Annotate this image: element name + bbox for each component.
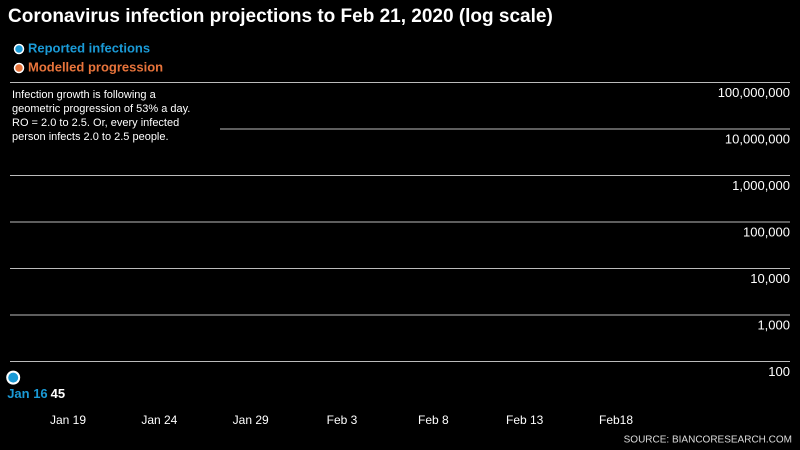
y-tick-label: 100 bbox=[768, 364, 790, 379]
y-tick-label: 100,000 bbox=[743, 224, 790, 239]
annotation: geometric progression of 53% a day. bbox=[12, 103, 190, 115]
legend-marker bbox=[13, 62, 25, 74]
legend-label: Reported infections bbox=[28, 40, 150, 55]
x-tick-label: Jan 24 bbox=[141, 413, 177, 427]
chart-title: Coronavirus infection projections to Feb… bbox=[8, 6, 553, 27]
x-tick-label: Feb 3 bbox=[327, 413, 358, 427]
x-tick-label: Feb 13 bbox=[506, 413, 544, 427]
x-tick-label: Jan 29 bbox=[233, 413, 269, 427]
point-date-label: Jan 16 bbox=[7, 386, 47, 401]
annotation: Infection growth is following a bbox=[12, 89, 157, 101]
y-tick-label: 10,000 bbox=[750, 271, 790, 286]
point-value-label: 45 bbox=[51, 386, 65, 401]
y-tick-label: 1,000,000 bbox=[732, 178, 790, 193]
data-point bbox=[6, 370, 21, 385]
y-tick-label: 100,000,000 bbox=[718, 85, 790, 100]
legend-label: Modelled progression bbox=[28, 59, 163, 74]
annotation: person infects 2.0 to 2.5 people. bbox=[12, 131, 169, 143]
x-tick-label: Feb 8 bbox=[418, 413, 449, 427]
legend-marker bbox=[13, 43, 25, 55]
annotation: RO = 2.0 to 2.5. Or, every infected bbox=[12, 117, 179, 129]
x-tick-label: Feb18 bbox=[599, 413, 633, 427]
y-tick-label: 1,000 bbox=[757, 317, 790, 332]
source: SOURCE: BIANCORESEARCH.COM bbox=[624, 435, 792, 446]
x-tick-label: Jan 19 bbox=[50, 413, 86, 427]
y-tick-label: 10,000,000 bbox=[725, 131, 790, 146]
annotation-bg bbox=[8, 86, 220, 148]
